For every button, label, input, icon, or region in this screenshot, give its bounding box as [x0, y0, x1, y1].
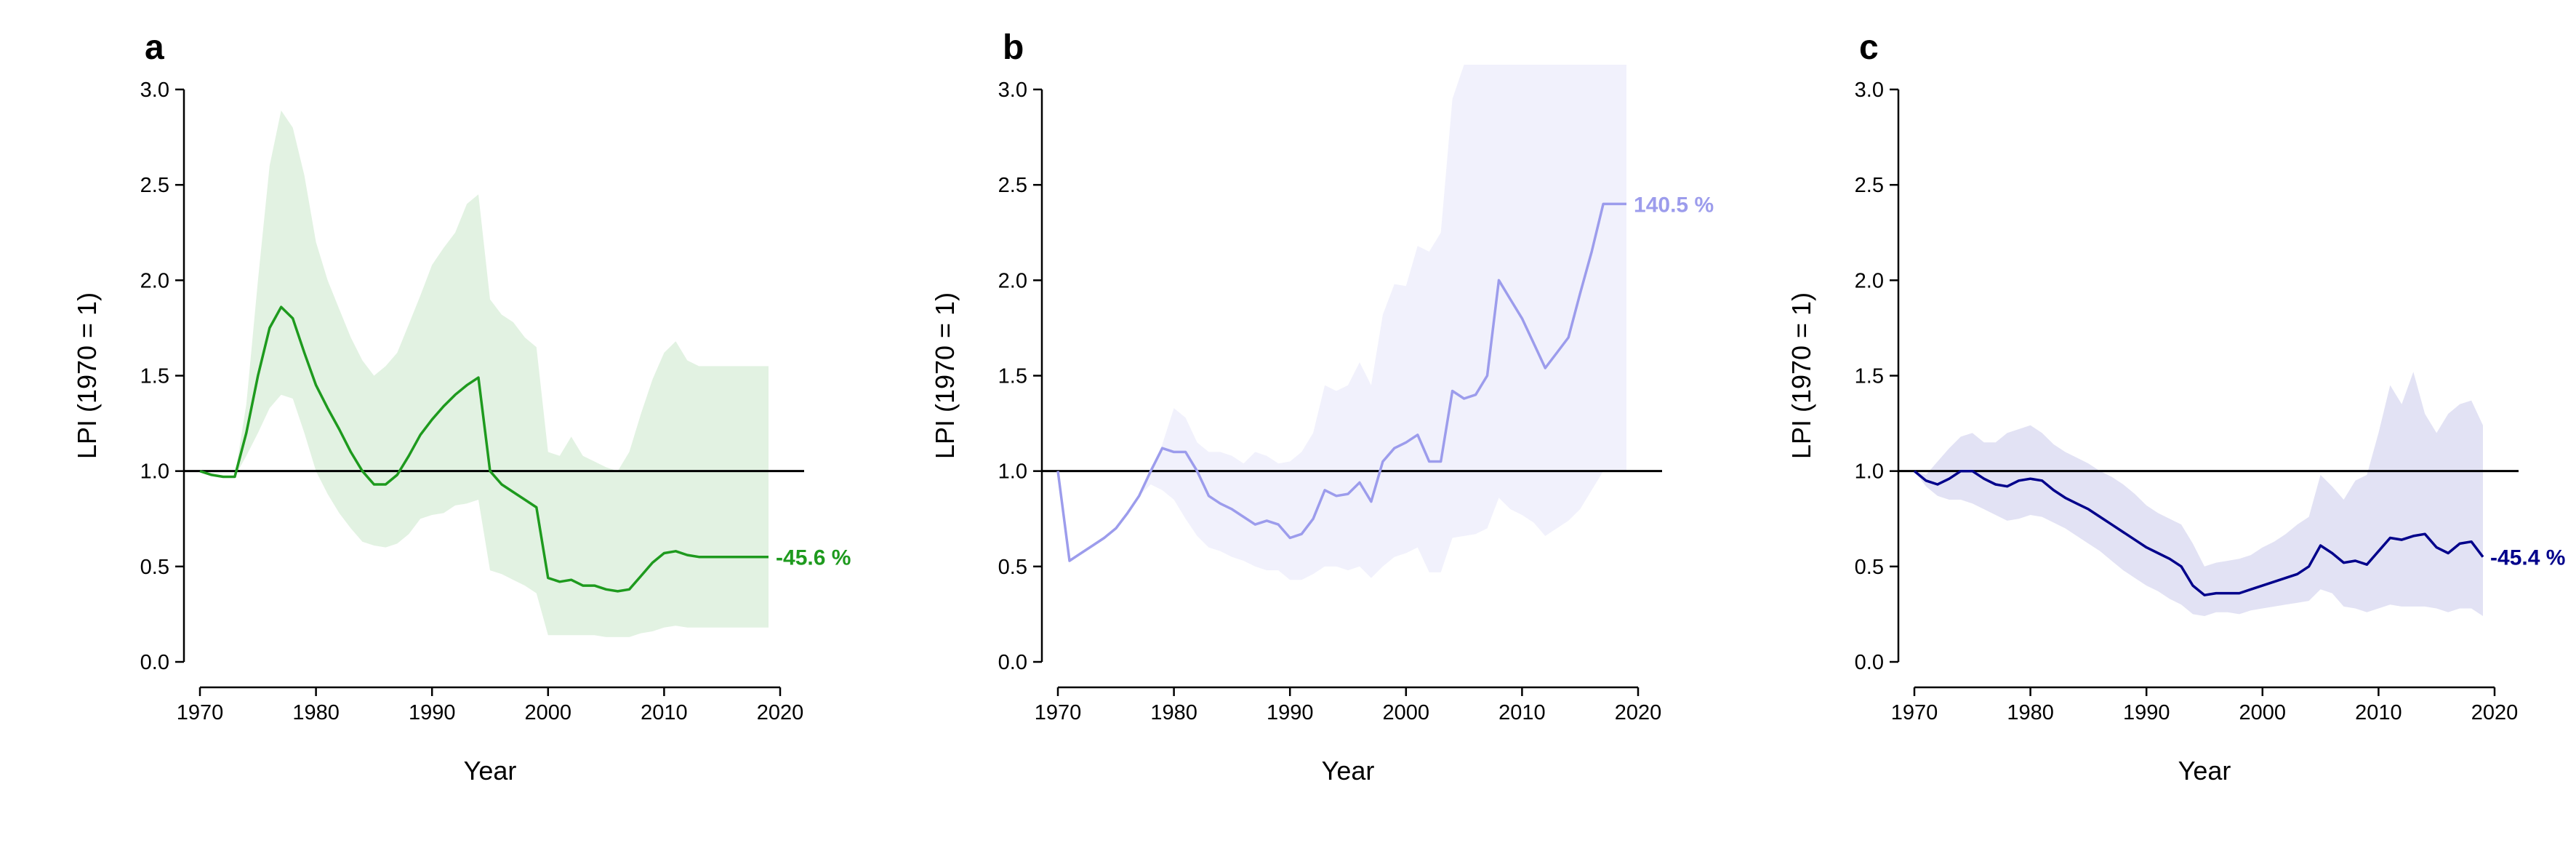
- y-tick-label: 1.5: [998, 365, 1027, 388]
- x-tick-label: 1970: [1891, 701, 1938, 724]
- y-tick-label: 2.5: [998, 174, 1027, 197]
- y-tick-label: 1.0: [1855, 460, 1884, 484]
- y-tick-label: 1.5: [140, 365, 169, 388]
- y-tick-label: 0.0: [1855, 651, 1884, 674]
- panel-label: c: [1859, 28, 1879, 67]
- series-line: [199, 305, 769, 593]
- y-tick-label: 0.0: [998, 651, 1027, 674]
- y-tick-label: 3.0: [998, 79, 1027, 102]
- y-tick-label: 2.5: [140, 174, 169, 197]
- x-tick-label: 2010: [641, 701, 688, 724]
- x-tick-label: 2010: [1498, 701, 1546, 724]
- y-tick-label: 2.0: [1855, 269, 1884, 292]
- confidence-band: [1058, 64, 1626, 580]
- y-tick-label: 3.0: [1855, 79, 1884, 102]
- panel-a: 0.0 0.5 1.0 1.5 2.0 2.5 3.0 1970 1980 1990 2000 201…: [72, 28, 851, 786]
- y-tick-label: 2.5: [1855, 174, 1884, 197]
- y-tick-label: 0.5: [998, 556, 1027, 579]
- x-axis-title: Year: [1322, 756, 1375, 786]
- panel-c: 0.0 0.5 1.0 1.5 2.0 2.5 3.0 1970 1980 1990 2000 201…: [1786, 28, 2565, 786]
- series-line: [1056, 202, 1626, 562]
- x-tick-label: 1980: [2007, 701, 2054, 724]
- x-tick-label: 2000: [525, 701, 572, 724]
- y-tick-label: 1.0: [140, 460, 169, 484]
- x-tick-label: 1970: [177, 701, 224, 724]
- x-axis-title: Year: [2178, 756, 2231, 786]
- x-tick-label: 2010: [2355, 701, 2402, 724]
- x-tick-label: 1990: [1267, 701, 1314, 724]
- x-tick-label: 2000: [1383, 701, 1430, 724]
- x-tick-label: 1980: [292, 701, 340, 724]
- end-change-label: 140.5 %: [1634, 193, 1714, 217]
- panel-label: b: [1003, 28, 1024, 67]
- end-change-label: -45.6 %: [776, 546, 851, 570]
- x-tick-label: 1990: [2123, 701, 2170, 724]
- y-tick-label: 2.0: [998, 269, 1027, 292]
- x-tick-label: 1980: [1150, 701, 1197, 724]
- x-tick-label: 2020: [1615, 701, 1662, 724]
- x-axis-title: Year: [464, 756, 517, 786]
- x-tick-label: 1970: [1035, 701, 1082, 724]
- y-axis-title: LPI (1970 = 1): [1786, 292, 1816, 459]
- series-line: [1913, 469, 2484, 596]
- y-tick-label: 1.5: [1855, 365, 1884, 388]
- y-tick-label: 0.5: [1855, 556, 1884, 579]
- x-tick-label: 2000: [2239, 701, 2287, 724]
- y-tick-label: 3.0: [140, 79, 169, 102]
- y-tick-label: 0.5: [140, 556, 169, 579]
- panel-label: a: [145, 28, 164, 67]
- panel-b: 0.0 0.5 1.0 1.5 2.0 2.5 3.0 1970 1980 1990 2000 201…: [930, 28, 1714, 786]
- y-axis-title: LPI (1970 = 1): [72, 292, 102, 459]
- y-tick-label: 0.0: [140, 651, 169, 674]
- x-tick-label: 1990: [409, 701, 456, 724]
- confidence-band: [1914, 372, 2483, 616]
- y-axis-title: LPI (1970 = 1): [930, 292, 960, 459]
- x-tick-label: 2020: [2471, 701, 2519, 724]
- y-tick-label: 1.0: [998, 460, 1027, 484]
- end-change-label: -45.4 %: [2490, 546, 2565, 570]
- x-tick-label: 2020: [757, 701, 804, 724]
- y-tick-label: 2.0: [140, 269, 169, 292]
- confidence-band: [200, 110, 769, 637]
